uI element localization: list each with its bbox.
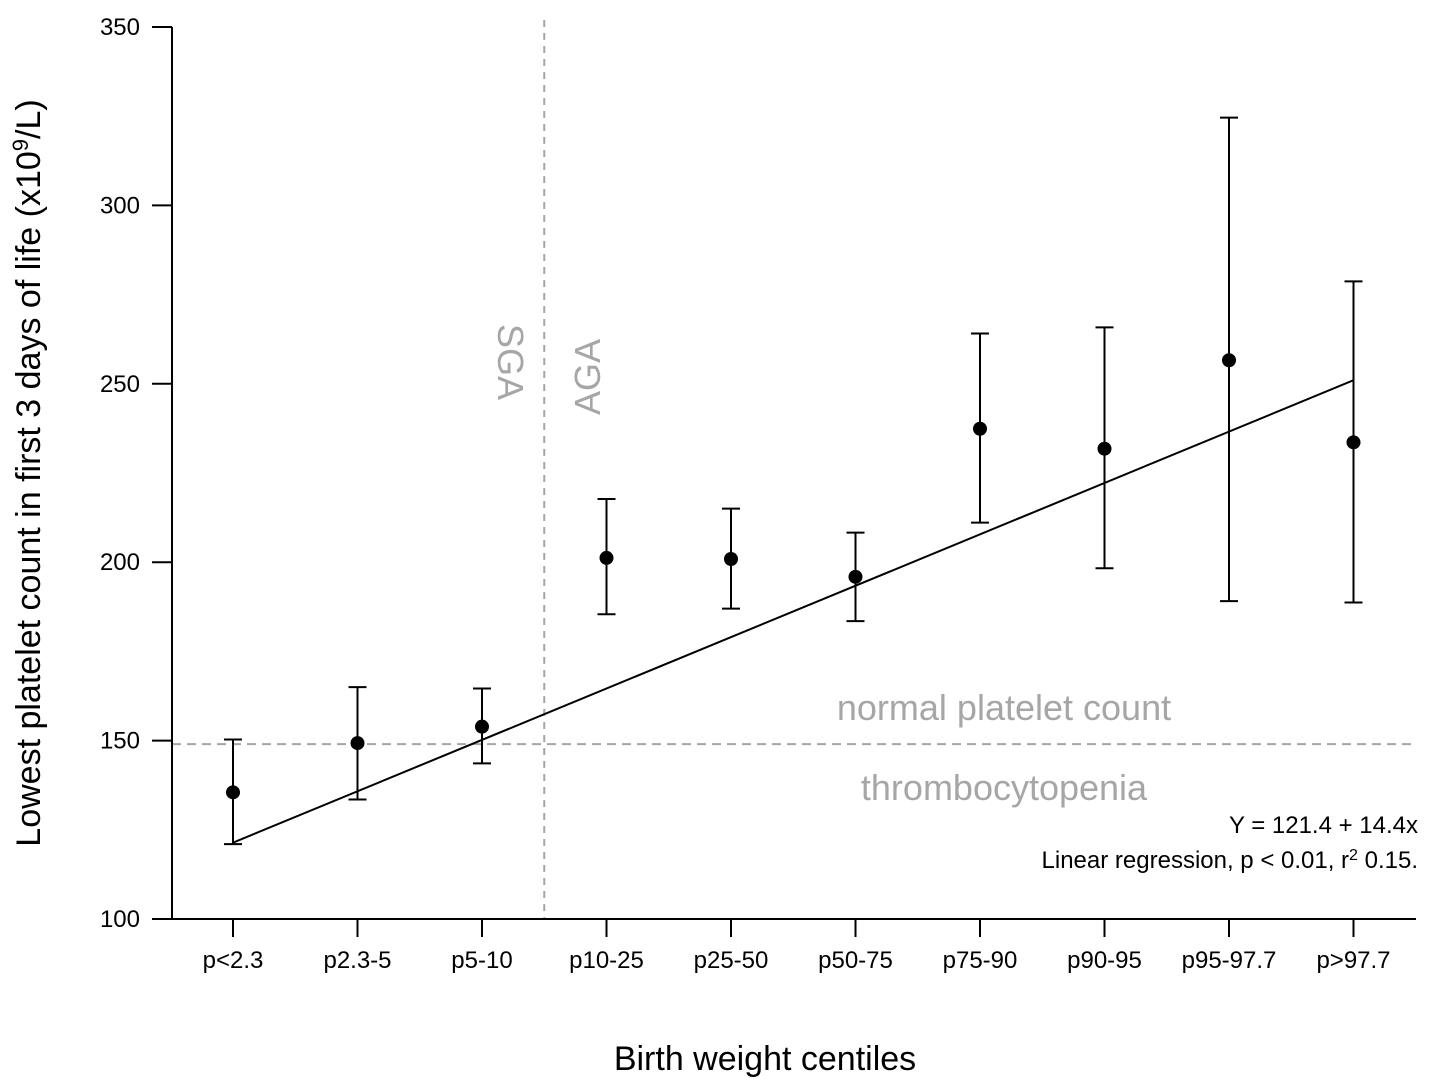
data-point xyxy=(1097,441,1112,456)
tick-labels: 100 150 200 250 300 350 p<2.3 p2.3-5 p5-10 p10-25… xyxy=(100,14,1391,974)
region-label-sga: SGA xyxy=(490,324,531,400)
data-point xyxy=(1222,353,1236,368)
region-label-thrombocytopenia: thrombocytopenia xyxy=(861,767,1148,808)
y-tick-label: 350 xyxy=(100,14,140,41)
data-point xyxy=(724,551,738,566)
x-tick-label: p10-25 xyxy=(569,947,644,974)
x-tick-label: p<2.3 xyxy=(203,947,264,974)
regression-stats-sup: 2 xyxy=(1349,847,1358,864)
data-point xyxy=(848,569,863,584)
y-tick-label: 150 xyxy=(100,728,140,755)
data-point xyxy=(226,785,240,800)
y-axis-title-sup: 9 xyxy=(8,139,33,151)
regression-stats: Linear regression, p < 0.01, r2 0.15. xyxy=(1042,847,1418,875)
x-tick-label: p>97.7 xyxy=(1316,947,1390,974)
x-tick-label: p95-97.7 xyxy=(1182,947,1277,974)
x-axis-title: Birth weight centiles xyxy=(614,1040,916,1078)
y-axis-title-tail: /L) xyxy=(10,99,48,139)
regression-equation: Y = 121.4 + 14.4x xyxy=(1229,812,1418,839)
data-point xyxy=(599,550,614,565)
x-tick-label: p90-95 xyxy=(1067,947,1142,974)
x-tick-label: p25-50 xyxy=(694,947,769,974)
y-axis-title: Lowest platelet count in first 3 days of… xyxy=(8,99,49,846)
x-tick-label: p5-10 xyxy=(451,947,512,974)
reference-lines xyxy=(172,20,1416,919)
region-label-normal: normal platelet count xyxy=(837,687,1171,728)
x-tick-label: p50-75 xyxy=(818,947,893,974)
data-point xyxy=(1346,435,1361,450)
y-tick-label: 200 xyxy=(100,549,140,576)
y-tick-label: 250 xyxy=(100,371,140,398)
axes xyxy=(152,26,1416,937)
regression-line xyxy=(232,379,1354,844)
y-tick-label: 100 xyxy=(100,906,140,933)
data-point xyxy=(973,421,987,436)
data-point xyxy=(350,736,365,751)
y-axis-title-main: Lowest platelet count in first 3 days of… xyxy=(10,151,48,846)
data-point xyxy=(475,719,489,734)
error-bars xyxy=(224,116,1363,846)
x-tick-label: p75-90 xyxy=(943,947,1018,974)
region-label-aga: AGA xyxy=(567,339,608,415)
data-points xyxy=(226,353,1361,800)
y-tick-label: 300 xyxy=(100,192,140,219)
regression-stats-text: Linear regression, p < 0.01, r xyxy=(1042,847,1350,874)
regression-stats-tail: 0.15. xyxy=(1358,847,1418,874)
regression-line-group xyxy=(232,379,1354,844)
x-tick-label: p2.3-5 xyxy=(323,947,391,974)
